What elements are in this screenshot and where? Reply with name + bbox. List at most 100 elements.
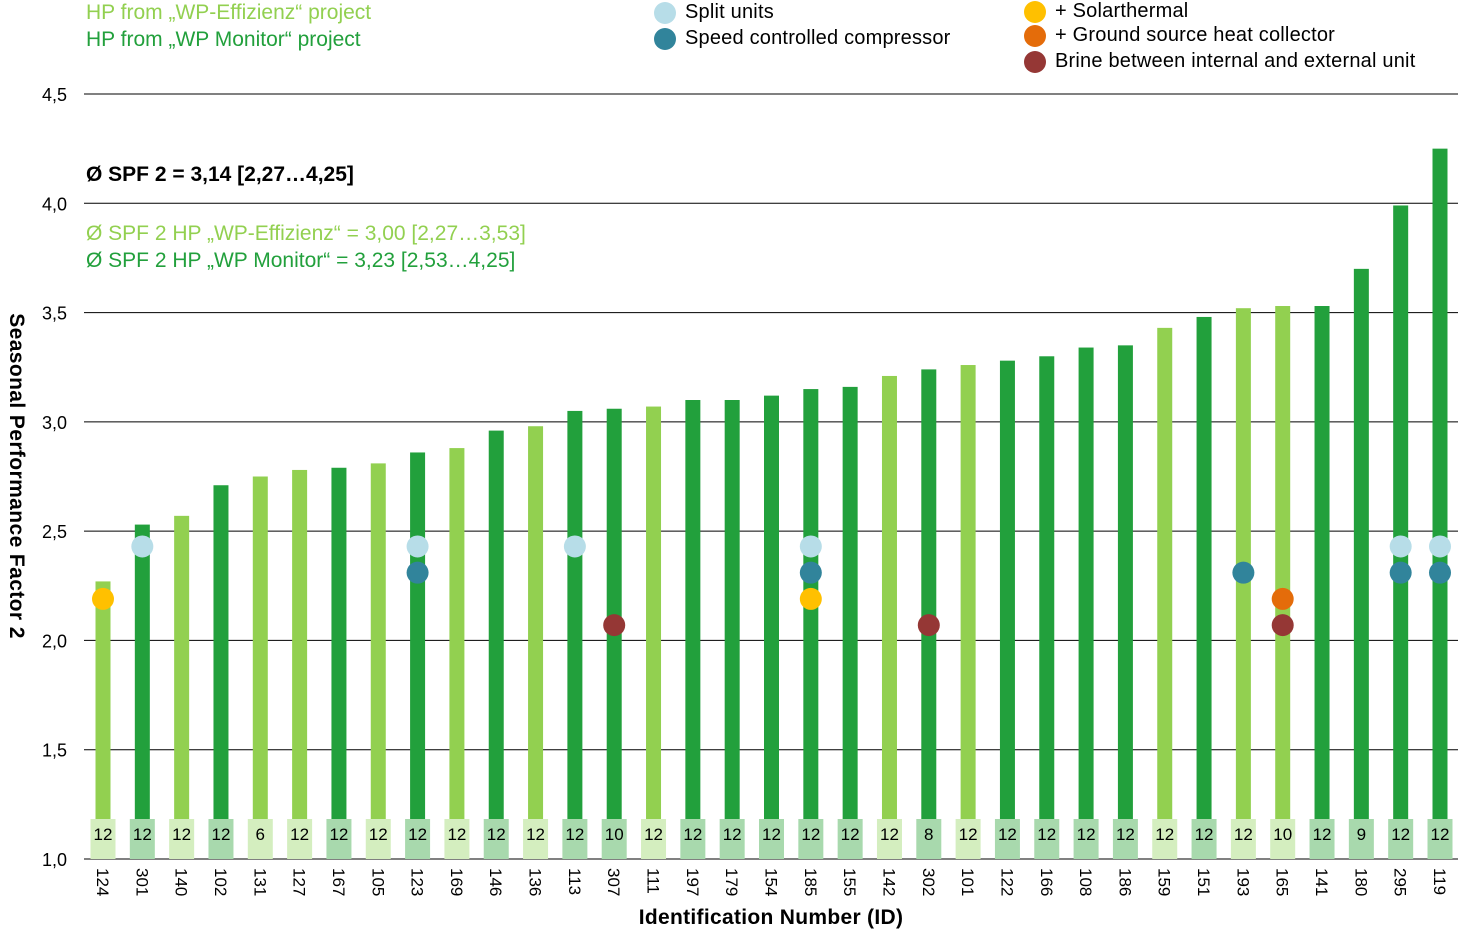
x-tick-label: 197 [683,868,702,896]
bar [292,469,308,859]
legend-solarthermal: + Solarthermal [1024,0,1188,23]
month-band [129,819,155,859]
x-tick-label: 166 [1037,868,1056,896]
month-band [562,819,588,859]
bar [999,360,1015,859]
month-count-label: 12 [329,825,348,844]
speed-marker [799,561,822,584]
x-tick-label: 141 [1312,868,1331,896]
x-tick-label: 123 [408,868,427,896]
month-count-label: 12 [841,825,860,844]
bar [449,448,465,859]
month-band [523,819,549,859]
bar [1432,148,1448,860]
x-tick-label: 113 [565,868,584,895]
bar [410,452,426,859]
x-tick-label: 131 [250,868,269,896]
speed-marker [1389,561,1412,584]
split-marker [1429,535,1451,558]
month-band [1427,819,1453,859]
bar [1078,347,1094,859]
bar [842,386,858,859]
month-count-label: 12 [94,825,113,844]
month-band [916,819,942,859]
y-axis-title: Seasonal Performance Factor 2 [5,313,28,639]
month-band [326,819,352,859]
x-tick-label: 186 [1115,868,1134,896]
x-tick-label: 102 [211,868,230,896]
legend-brine: Brine between internal and external unit [1024,50,1415,73]
x-tick-label: 167 [329,868,348,896]
annotation-effizienz-spf: Ø SPF 2 HP „WP-Effizienz“ = 3,00 [2,27…3… [86,222,526,245]
month-band [90,819,116,859]
x-tick-label: 193 [1233,868,1252,896]
month-band [876,819,902,859]
x-tick-label: 124 [93,868,112,896]
month-band [1073,819,1099,859]
month-band [405,819,431,859]
brine-marker [603,614,626,637]
bar [1275,306,1291,859]
x-axis-title: Identification Number (ID) [638,906,904,929]
y-tick-label: 3,0 [42,413,67,433]
bar [252,476,268,859]
month-band [1191,819,1217,859]
bar [646,406,662,859]
month-count-label: 12 [1391,825,1410,844]
bar [1157,327,1173,859]
x-tick-label: 301 [132,868,151,896]
bar [724,400,740,859]
legend-effizienz-label: HP from „WP-Effizienz“ project [86,1,371,25]
month-band [837,819,863,859]
solar-marker [92,587,114,610]
x-tick-label: 295 [1391,868,1410,896]
x-tick-label: 154 [762,868,781,896]
bar [685,400,701,859]
month-band [1309,819,1335,859]
month-band [955,819,981,859]
bar [1393,205,1409,859]
bar [1196,316,1212,859]
month-count-label: 12 [487,825,506,844]
month-band [994,819,1020,859]
x-tick-label: 119 [1430,868,1449,895]
month-count-label: 12 [1116,825,1135,844]
x-tick-label: 307 [604,868,623,896]
bar [1117,345,1133,859]
month-count-label: 12 [133,825,152,844]
x-tick-label: 169 [447,868,466,896]
month-count-label: 9 [1357,825,1366,844]
x-tick-label: 155 [840,868,859,896]
month-band [1112,819,1138,859]
x-tick-label: 302 [919,868,938,896]
x-tick-label: 180 [1351,868,1370,896]
bar [960,365,976,859]
month-band [208,819,234,859]
y-tick-label: 2,0 [42,631,67,651]
month-count-label: 12 [565,825,584,844]
month-count-label: 12 [959,825,978,844]
month-count-label: 10 [605,825,624,844]
speed-marker [406,561,429,584]
speed-marker [1429,561,1451,584]
month-band [483,819,509,859]
month-band [719,819,745,859]
y-tick-label: 4,0 [42,194,67,214]
legend-ground-source: + Ground source heat collector [1024,24,1335,47]
x-tick-label: 165 [1273,868,1292,896]
month-count-label: 12 [1431,825,1450,844]
month-count-label: 12 [1037,825,1056,844]
legend-ground-source-label: + Ground source heat collector [1055,24,1336,46]
month-count-label: 12 [1155,825,1174,844]
bar [370,463,386,859]
month-band [601,819,627,859]
month-band [365,819,391,859]
month-count-label: 12 [1195,825,1214,844]
brine-marker [917,614,940,637]
annotation-overall-spf: Ø SPF 2 = 3,14 [2,27…4,25] [86,163,354,186]
bar [95,581,111,859]
month-count-label: 12 [998,825,1017,844]
month-count-label: 12 [447,825,466,844]
y-tick-label: 4,5 [42,85,67,105]
speed-controlled-dot-icon [654,27,676,50]
